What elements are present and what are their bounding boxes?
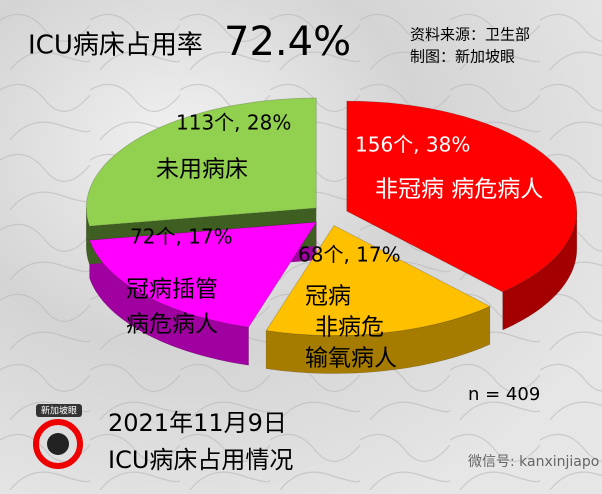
- caption: ICU病床占用情况: [108, 446, 293, 474]
- category-label: 未用病床: [156, 157, 248, 183]
- pie-slice: [346, 100, 578, 293]
- category-label: 非病危: [315, 315, 384, 341]
- logo-center: [47, 433, 69, 455]
- pie-slice: [265, 225, 491, 336]
- value-label: 113个, 28%: [176, 111, 291, 135]
- value-label: 156个, 38%: [355, 133, 470, 157]
- logo-banner: [36, 404, 82, 417]
- value-label: 68个, 17%: [298, 243, 401, 267]
- source: 资料来源：卫生部: [410, 26, 530, 44]
- logo-text: 新加坡眼: [41, 405, 77, 417]
- watermark: 微信号: kanxinjiapo: [468, 454, 599, 470]
- date: 2021年11月9日: [108, 409, 287, 437]
- category-label: 非冠病 病危病人: [375, 177, 543, 203]
- logo-ring: [33, 419, 83, 469]
- note: n = 409: [468, 384, 540, 405]
- pie-slice: [85, 97, 317, 227]
- category-label: 冠病: [305, 284, 351, 310]
- category-label: 冠病插管: [126, 277, 218, 303]
- source: 制图：新加坡眼: [410, 48, 515, 66]
- pie-slice: [89, 221, 318, 328]
- pie-side: [86, 208, 90, 265]
- logo: 新加坡眼: [33, 404, 83, 469]
- category-label: 输氧病人: [305, 346, 397, 372]
- headline: 72.4%: [224, 19, 351, 65]
- chart-title: ICU病床占用率: [28, 31, 203, 61]
- value-label: 72个, 17%: [130, 225, 233, 249]
- pie-side: [89, 240, 249, 366]
- category-label: 病危病人: [126, 312, 218, 338]
